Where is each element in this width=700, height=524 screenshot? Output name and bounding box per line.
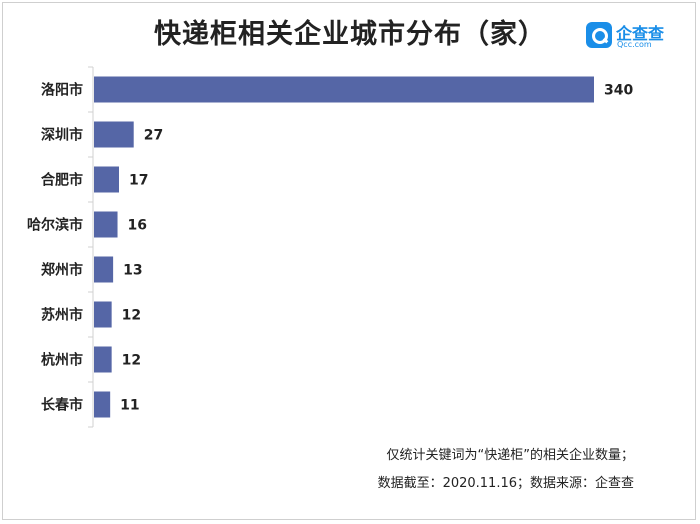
category-label: 哈尔滨市 (27, 217, 83, 234)
footnote-source: 数据截至：2020.11.16；数据来源：企查查 (377, 476, 634, 491)
category-label: 深圳市 (41, 127, 83, 144)
bar (94, 121, 134, 148)
bar (94, 256, 114, 283)
chart-title: 快递柜相关企业城市分布（家） (154, 19, 546, 50)
category-label: 洛阳市 (41, 82, 83, 99)
category-label: 郑州市 (41, 262, 83, 279)
footnote-scope: 仅统计关键词为“快递柜”的相关企业数量； (386, 448, 634, 463)
data-label: 12 (122, 353, 141, 369)
category-label: 杭州市 (41, 352, 83, 369)
data-label: 340 (604, 83, 633, 99)
data-label: 13 (123, 263, 142, 279)
data-label: 11 (120, 398, 139, 414)
brand-domain: Qcc.com (617, 40, 652, 49)
data-label: 12 (122, 308, 141, 324)
data-label: 27 (144, 128, 163, 144)
category-label: 苏州市 (41, 307, 83, 324)
bar (94, 166, 119, 193)
magnifier-logo-icon (586, 22, 612, 48)
category-label: 长春市 (41, 397, 83, 414)
bar (94, 346, 112, 373)
bar (94, 391, 111, 418)
data-label: 17 (129, 173, 148, 189)
brand-logo: 企查查 Qcc.com (586, 20, 676, 52)
bar (94, 211, 118, 238)
bar (94, 301, 112, 328)
category-label: 合肥市 (41, 172, 83, 189)
brand-name: 企查查 (616, 24, 665, 43)
data-label: 16 (128, 218, 147, 234)
bar (94, 76, 594, 103)
